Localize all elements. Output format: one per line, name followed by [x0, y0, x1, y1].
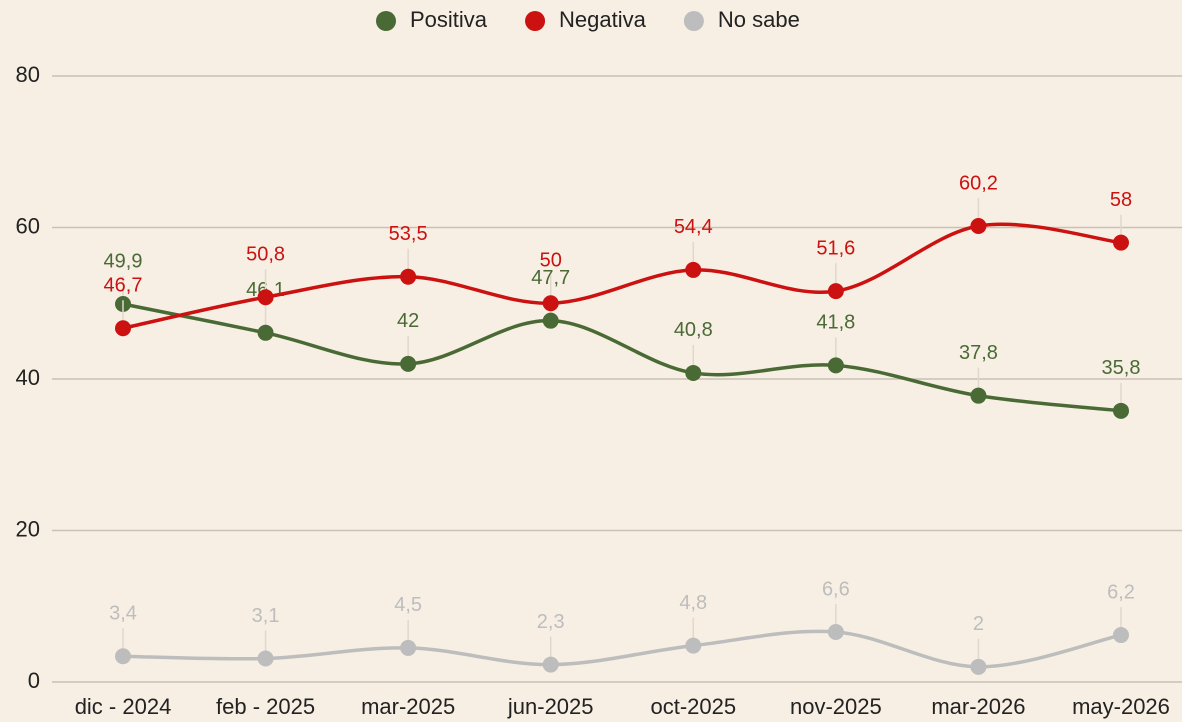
y-tick-label: 60 — [16, 213, 40, 238]
data-label: 6,6 — [822, 578, 850, 600]
data-label: 50 — [540, 250, 562, 272]
data-label: 58 — [1110, 189, 1132, 211]
data-label: 51,6 — [816, 237, 855, 259]
data-point — [115, 648, 131, 665]
legend-marker — [376, 11, 396, 31]
data-point — [542, 312, 559, 329]
data-label: 2,3 — [537, 611, 565, 633]
x-tick-label: may-2026 — [1072, 694, 1170, 719]
data-label: 2 — [973, 613, 984, 635]
data-label: 3,1 — [252, 605, 280, 627]
data-point — [970, 217, 987, 234]
x-tick-label: jun-2025 — [507, 694, 594, 719]
series-line — [122, 222, 1122, 330]
data-point — [257, 324, 274, 341]
x-tick-label: dic - 2024 — [75, 694, 172, 719]
data-label: 35,8 — [1102, 357, 1141, 379]
data-label: 42 — [397, 310, 419, 332]
data-label: 53,5 — [389, 223, 428, 245]
data-point — [970, 387, 987, 404]
data-label: 50,8 — [246, 243, 285, 265]
series-line — [122, 302, 1122, 413]
legend-marker — [683, 11, 704, 31]
data-point — [400, 268, 417, 285]
data-point — [827, 624, 844, 641]
data-label: 40,8 — [674, 319, 713, 341]
x-tick-label: mar-2025 — [361, 694, 455, 719]
data-label: 4,5 — [394, 594, 422, 616]
data-point — [400, 639, 417, 656]
series-line — [122, 629, 1122, 669]
y-tick-label: 40 — [16, 365, 40, 390]
data-point — [542, 295, 559, 312]
data-label: 54,4 — [674, 216, 713, 238]
data-label: 49,9 — [104, 250, 143, 272]
data-label: 6,2 — [1107, 581, 1135, 603]
x-tick-label: feb - 2025 — [216, 694, 315, 719]
data-point — [1113, 627, 1129, 644]
data-point — [115, 320, 131, 337]
data-point — [685, 261, 702, 278]
data-label: 46,7 — [104, 275, 143, 297]
data-label: 4,8 — [679, 592, 707, 614]
data-label: 3,4 — [109, 603, 137, 625]
data-point — [257, 650, 274, 667]
data-point — [1113, 234, 1129, 251]
data-label: 37,8 — [959, 342, 998, 364]
y-tick-label: 0 — [28, 668, 40, 693]
legend-marker — [525, 11, 546, 31]
x-tick-label: mar-2026 — [931, 694, 1025, 719]
legend-label: No sabe — [718, 7, 800, 32]
data-point — [827, 283, 844, 300]
y-tick-label: 80 — [16, 62, 40, 87]
data-point — [970, 658, 987, 675]
data-point — [257, 289, 274, 306]
y-tick-label: 20 — [16, 516, 40, 541]
legend-label: Negativa — [559, 7, 647, 32]
data-point — [1113, 402, 1129, 419]
x-tick-label: nov-2025 — [790, 694, 882, 719]
data-point — [685, 637, 702, 654]
data-label: 41,8 — [816, 312, 855, 334]
x-tick-label: oct-2025 — [650, 694, 736, 719]
data-point — [400, 355, 417, 372]
data-point — [827, 357, 844, 374]
legend-label: Positiva — [410, 7, 488, 32]
data-label: 60,2 — [959, 172, 998, 194]
data-point — [542, 656, 559, 673]
data-point — [685, 364, 702, 381]
